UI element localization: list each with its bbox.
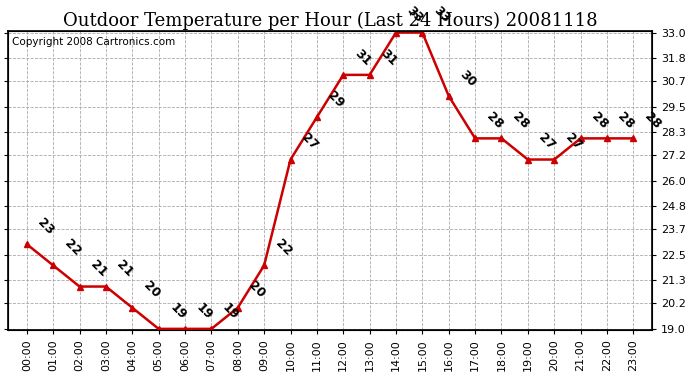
Text: 27: 27	[562, 131, 584, 153]
Text: 33: 33	[431, 4, 452, 26]
Text: 27: 27	[536, 131, 558, 153]
Text: 19: 19	[193, 300, 215, 322]
Text: 33: 33	[404, 4, 426, 26]
Text: 28: 28	[510, 110, 531, 131]
Text: 29: 29	[325, 89, 346, 110]
Text: 30: 30	[457, 68, 479, 89]
Text: 28: 28	[642, 110, 663, 131]
Text: 27: 27	[299, 131, 320, 153]
Text: 20: 20	[246, 279, 268, 301]
Text: 23: 23	[35, 216, 57, 237]
Text: 21: 21	[115, 258, 136, 280]
Text: 28: 28	[615, 110, 637, 131]
Text: 31: 31	[352, 46, 373, 68]
Text: 19: 19	[167, 300, 188, 322]
Text: 21: 21	[88, 258, 110, 280]
Text: 22: 22	[61, 237, 83, 258]
Text: 31: 31	[378, 46, 400, 68]
Text: 22: 22	[273, 237, 294, 258]
Text: 28: 28	[484, 110, 505, 131]
Text: 28: 28	[589, 110, 611, 131]
Title: Outdoor Temperature per Hour (Last 24 Hours) 20081118: Outdoor Temperature per Hour (Last 24 Ho…	[63, 12, 598, 30]
Text: 20: 20	[141, 279, 162, 301]
Text: 19: 19	[219, 300, 242, 322]
Text: Copyright 2008 Cartronics.com: Copyright 2008 Cartronics.com	[12, 38, 175, 48]
